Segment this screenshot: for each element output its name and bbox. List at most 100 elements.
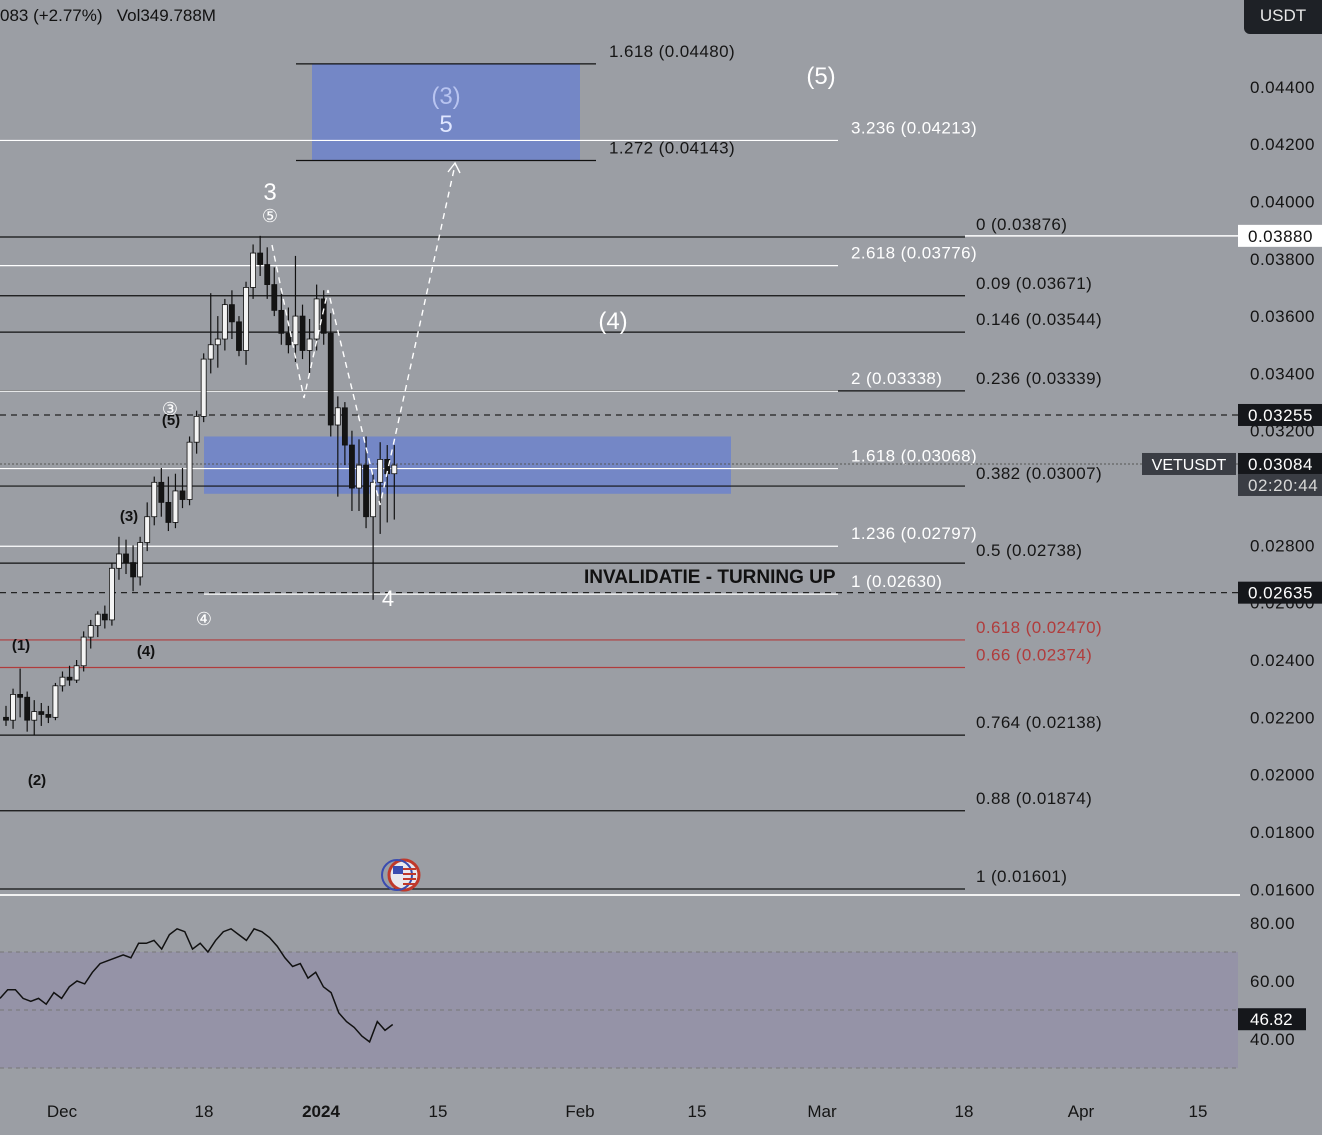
fib-label: 2.618 (0.03776) [851, 244, 977, 263]
symbol-label-bg [1142, 452, 1236, 475]
candle-body [349, 444, 355, 489]
x-axis-tick: 18 [955, 1102, 974, 1121]
candle-body [172, 490, 179, 523]
rsi-axis-tick: 60.00 [1250, 972, 1295, 991]
currency-badge[interactable]: USDT [1244, 0, 1322, 34]
candle-body [221, 304, 228, 340]
candle-body [250, 252, 257, 288]
candle-body [229, 304, 235, 323]
y-axis-tick: 0.02200 [1250, 708, 1315, 727]
zone-label-sub: 5 [439, 111, 452, 138]
wave-label: (4) [598, 308, 627, 335]
candle-body [73, 665, 80, 681]
candle-body [193, 416, 200, 443]
target-zone [312, 63, 580, 161]
candle-body [214, 338, 221, 346]
fib-label: 3.236 (0.04213) [851, 118, 977, 137]
fib-label: 1.618 (0.04480) [609, 42, 735, 61]
price-badge: 02:20:44 [1248, 476, 1318, 495]
wave-label: (5) [806, 63, 835, 90]
y-axis-tick: 0.01800 [1250, 823, 1315, 842]
price-badge-bg [1238, 473, 1322, 496]
price-header: 083 (+2.77%) Vol349.788M [0, 6, 216, 26]
y-axis-tick: 0.03200 [1250, 422, 1315, 441]
candle-body [278, 309, 285, 334]
candle-body [52, 685, 59, 718]
y-axis-tick: 0.04200 [1250, 135, 1315, 154]
fib-label: 0.09 (0.03671) [976, 274, 1092, 293]
x-axis-tick: 18 [195, 1102, 214, 1121]
price-badge-bg [1238, 581, 1322, 604]
wave-label: ④ [196, 609, 212, 629]
candle-body [137, 542, 144, 578]
candle-body [285, 332, 292, 346]
x-axis-tick: Mar [807, 1102, 837, 1121]
y-axis-tick: 0.02400 [1250, 651, 1315, 670]
candle-body [3, 716, 9, 721]
projection-path [271, 164, 456, 506]
candle-body [334, 407, 341, 426]
candle-body [200, 358, 207, 417]
candle-body [264, 264, 271, 285]
y-axis-tick: 0.04000 [1250, 192, 1315, 211]
fib-label: 0.88 (0.01874) [976, 789, 1092, 808]
y-axis-tick: 0.04400 [1250, 78, 1315, 97]
fib-label: 0.236 (0.03339) [976, 369, 1102, 388]
candle-body [271, 284, 278, 311]
candle-body [165, 501, 172, 523]
fib-label: 0.66 (0.02374) [976, 645, 1092, 664]
y-axis-tick: 0.03600 [1250, 307, 1315, 326]
flag-canton [393, 866, 403, 874]
x-axis-tick: 15 [429, 1102, 448, 1121]
candle-body [59, 676, 66, 687]
x-axis-tick: 2024 [302, 1102, 340, 1121]
candle-body [31, 711, 38, 721]
price-badge: 0.03880 [1248, 227, 1313, 246]
projection-arrowhead [447, 161, 461, 174]
candle-body [158, 481, 165, 503]
price-badge: 0.02635 [1248, 584, 1313, 603]
price-badge-bg [1238, 452, 1322, 475]
rsi-axis-tick: 80.00 [1250, 914, 1295, 933]
wave-label: ⑤ [262, 206, 278, 226]
candle-body [292, 315, 299, 346]
candle-body [341, 407, 348, 446]
price-change-text: 083 (+2.77%) [0, 6, 103, 25]
fib-label: 0.764 (0.02138) [976, 713, 1102, 732]
candle-body [45, 714, 52, 718]
fib-label: 0 (0.03876) [976, 215, 1067, 234]
candle-body [363, 464, 369, 518]
wave-label: (4) [137, 643, 155, 660]
candle-body [207, 344, 214, 360]
wave-label: (3) [120, 508, 138, 525]
candle-body [94, 613, 101, 627]
x-axis-tick: Feb [565, 1102, 594, 1121]
candle-body [151, 481, 158, 518]
candle-body [306, 338, 313, 351]
candle-body [101, 613, 108, 621]
candle-body [109, 567, 115, 621]
candle-body [10, 694, 16, 721]
y-axis-tick: 0.03400 [1250, 364, 1315, 383]
candle-body [130, 562, 136, 578]
candle-body [356, 464, 362, 489]
price-badge: 0.03255 [1248, 406, 1313, 425]
rsi-line [0, 927, 394, 1044]
volume-text: Vol349.788M [116, 6, 216, 25]
wave-label: (2) [28, 772, 46, 789]
candle-body [179, 490, 186, 500]
candle-body [377, 458, 384, 483]
price-badge: 0.03084 [1248, 455, 1313, 474]
candle-body [299, 315, 306, 351]
fib-label: 0.5 (0.02738) [976, 541, 1082, 560]
candle-body [80, 636, 87, 667]
candle-body [391, 464, 398, 475]
price-badge-bg [1238, 224, 1322, 247]
fib-label: 0.146 (0.03544) [976, 310, 1102, 329]
wave-label: (5) [162, 412, 180, 429]
candle-body [257, 252, 264, 265]
fib-label: 0.618 (0.02470) [976, 618, 1102, 637]
